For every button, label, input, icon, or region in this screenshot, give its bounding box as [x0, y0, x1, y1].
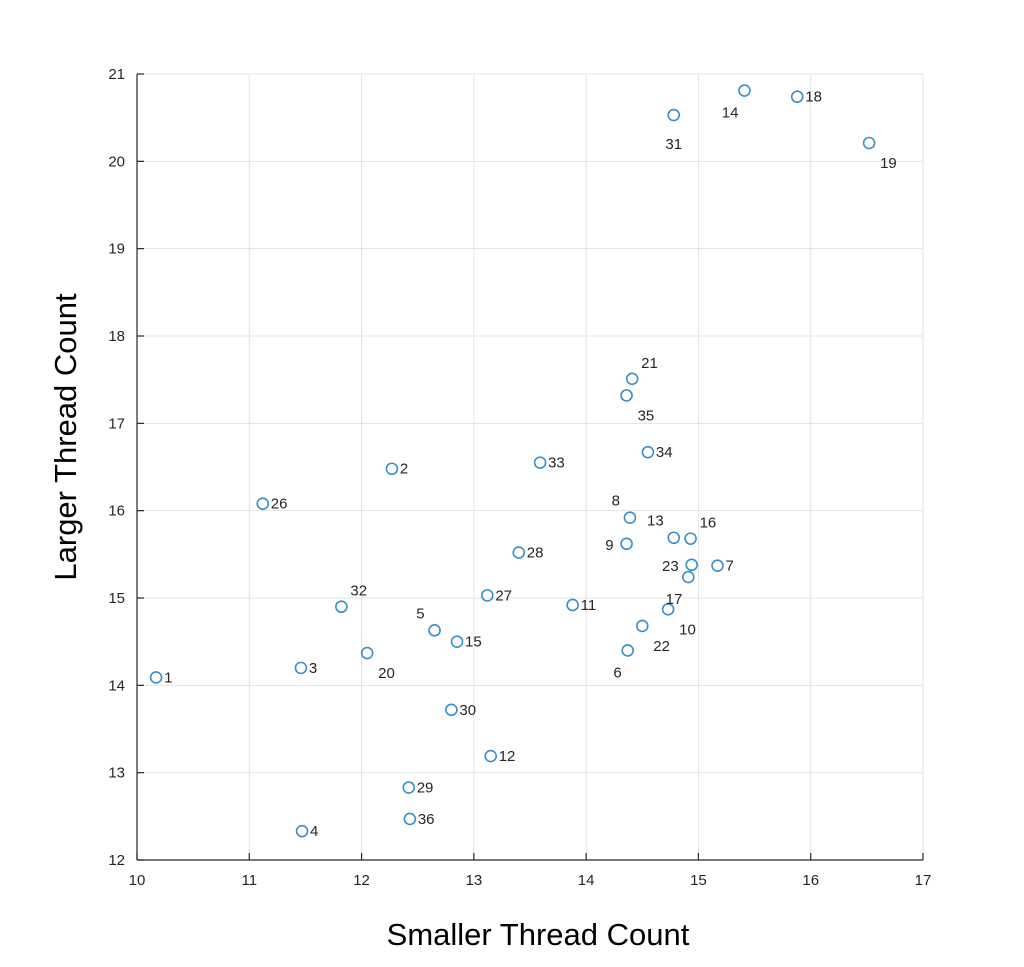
point-label: 7 [726, 558, 734, 575]
data-point [635, 619, 649, 633]
data-point [256, 497, 270, 510]
point-label: 17 [666, 591, 683, 608]
point-label: 1 [164, 669, 172, 686]
y-tick-label: 17 [108, 415, 125, 432]
point-label: 9 [605, 537, 613, 554]
axes [136, 73, 924, 861]
point-label: 31 [665, 136, 682, 153]
data-point [533, 456, 547, 469]
data-point [403, 812, 417, 826]
data-points: 1234567891011121314151617181920212223262… [149, 84, 897, 840]
point-label: 13 [647, 513, 664, 530]
grid [136, 73, 924, 861]
x-tick-label: 11 [241, 872, 257, 889]
data-point [667, 531, 681, 545]
point-label: 5 [416, 605, 424, 622]
data-point [684, 532, 697, 545]
data-point [621, 644, 634, 657]
point-label: 6 [613, 664, 621, 681]
data-point [711, 559, 724, 572]
x-tick-label: 12 [353, 872, 370, 889]
data-point [402, 781, 416, 794]
data-point [445, 703, 458, 717]
point-label: 28 [527, 545, 544, 562]
x-tick-label: 10 [129, 872, 146, 889]
data-point [790, 90, 804, 104]
point-label: 8 [612, 493, 620, 510]
point-label: 26 [271, 496, 288, 513]
y-tick-label: 13 [108, 765, 125, 782]
point-label: 33 [548, 455, 565, 472]
data-point [682, 570, 695, 584]
data-point [481, 589, 494, 602]
point-label: 27 [495, 587, 512, 604]
data-point [685, 558, 698, 572]
data-point [294, 661, 308, 675]
data-point [450, 635, 464, 648]
point-label: 20 [378, 665, 395, 682]
y-tick-label: 12 [108, 852, 125, 869]
point-label: 23 [662, 558, 679, 575]
y-tick-label: 14 [108, 677, 125, 694]
x-axis-label: Smaller Thread Count [387, 917, 690, 952]
x-tick-label: 14 [578, 872, 595, 889]
data-point [149, 671, 163, 684]
y-tick-label: 15 [108, 590, 125, 607]
data-point [566, 598, 579, 612]
y-tick-label: 16 [108, 503, 125, 520]
x-tick-label: 16 [802, 872, 819, 889]
point-label: 12 [499, 748, 516, 765]
point-label: 3 [309, 660, 317, 677]
y-tick-label: 20 [108, 153, 125, 170]
point-label: 18 [805, 89, 822, 106]
point-label: 19 [880, 155, 897, 172]
point-label: 32 [350, 583, 367, 600]
y-tick-label: 21 [108, 66, 125, 83]
data-point [661, 603, 675, 616]
data-point [428, 624, 441, 637]
data-point [484, 749, 498, 763]
y-tick-label: 18 [108, 328, 125, 345]
data-point [360, 646, 374, 660]
point-label: 34 [656, 444, 673, 461]
data-point [641, 445, 655, 459]
data-point [512, 546, 526, 559]
point-label: 4 [310, 823, 318, 840]
point-label: 16 [700, 515, 717, 532]
point-label: 15 [465, 634, 482, 651]
x-tick-label: 15 [690, 872, 707, 889]
y-tick-label: 19 [108, 241, 125, 258]
data-point [738, 84, 751, 97]
point-label: 10 [679, 621, 696, 638]
point-label: 22 [653, 638, 670, 655]
y-axis-label: Larger Thread Count [48, 293, 83, 581]
x-tick-label: 17 [915, 872, 932, 889]
point-label: 14 [722, 105, 739, 122]
data-point [295, 824, 309, 838]
data-point [862, 136, 876, 150]
data-point [625, 372, 639, 386]
point-label: 21 [641, 355, 658, 372]
point-label: 35 [638, 407, 655, 424]
point-label: 36 [418, 811, 435, 828]
data-point [620, 389, 633, 402]
point-label: 29 [417, 780, 434, 797]
point-label: 11 [581, 597, 597, 614]
data-point [623, 511, 637, 524]
data-point [620, 537, 633, 551]
point-label: 30 [459, 702, 476, 719]
x-tick-label: 13 [466, 872, 483, 889]
point-label: 2 [400, 461, 408, 478]
data-point [335, 600, 348, 614]
data-point [667, 108, 681, 122]
data-point [385, 462, 399, 476]
